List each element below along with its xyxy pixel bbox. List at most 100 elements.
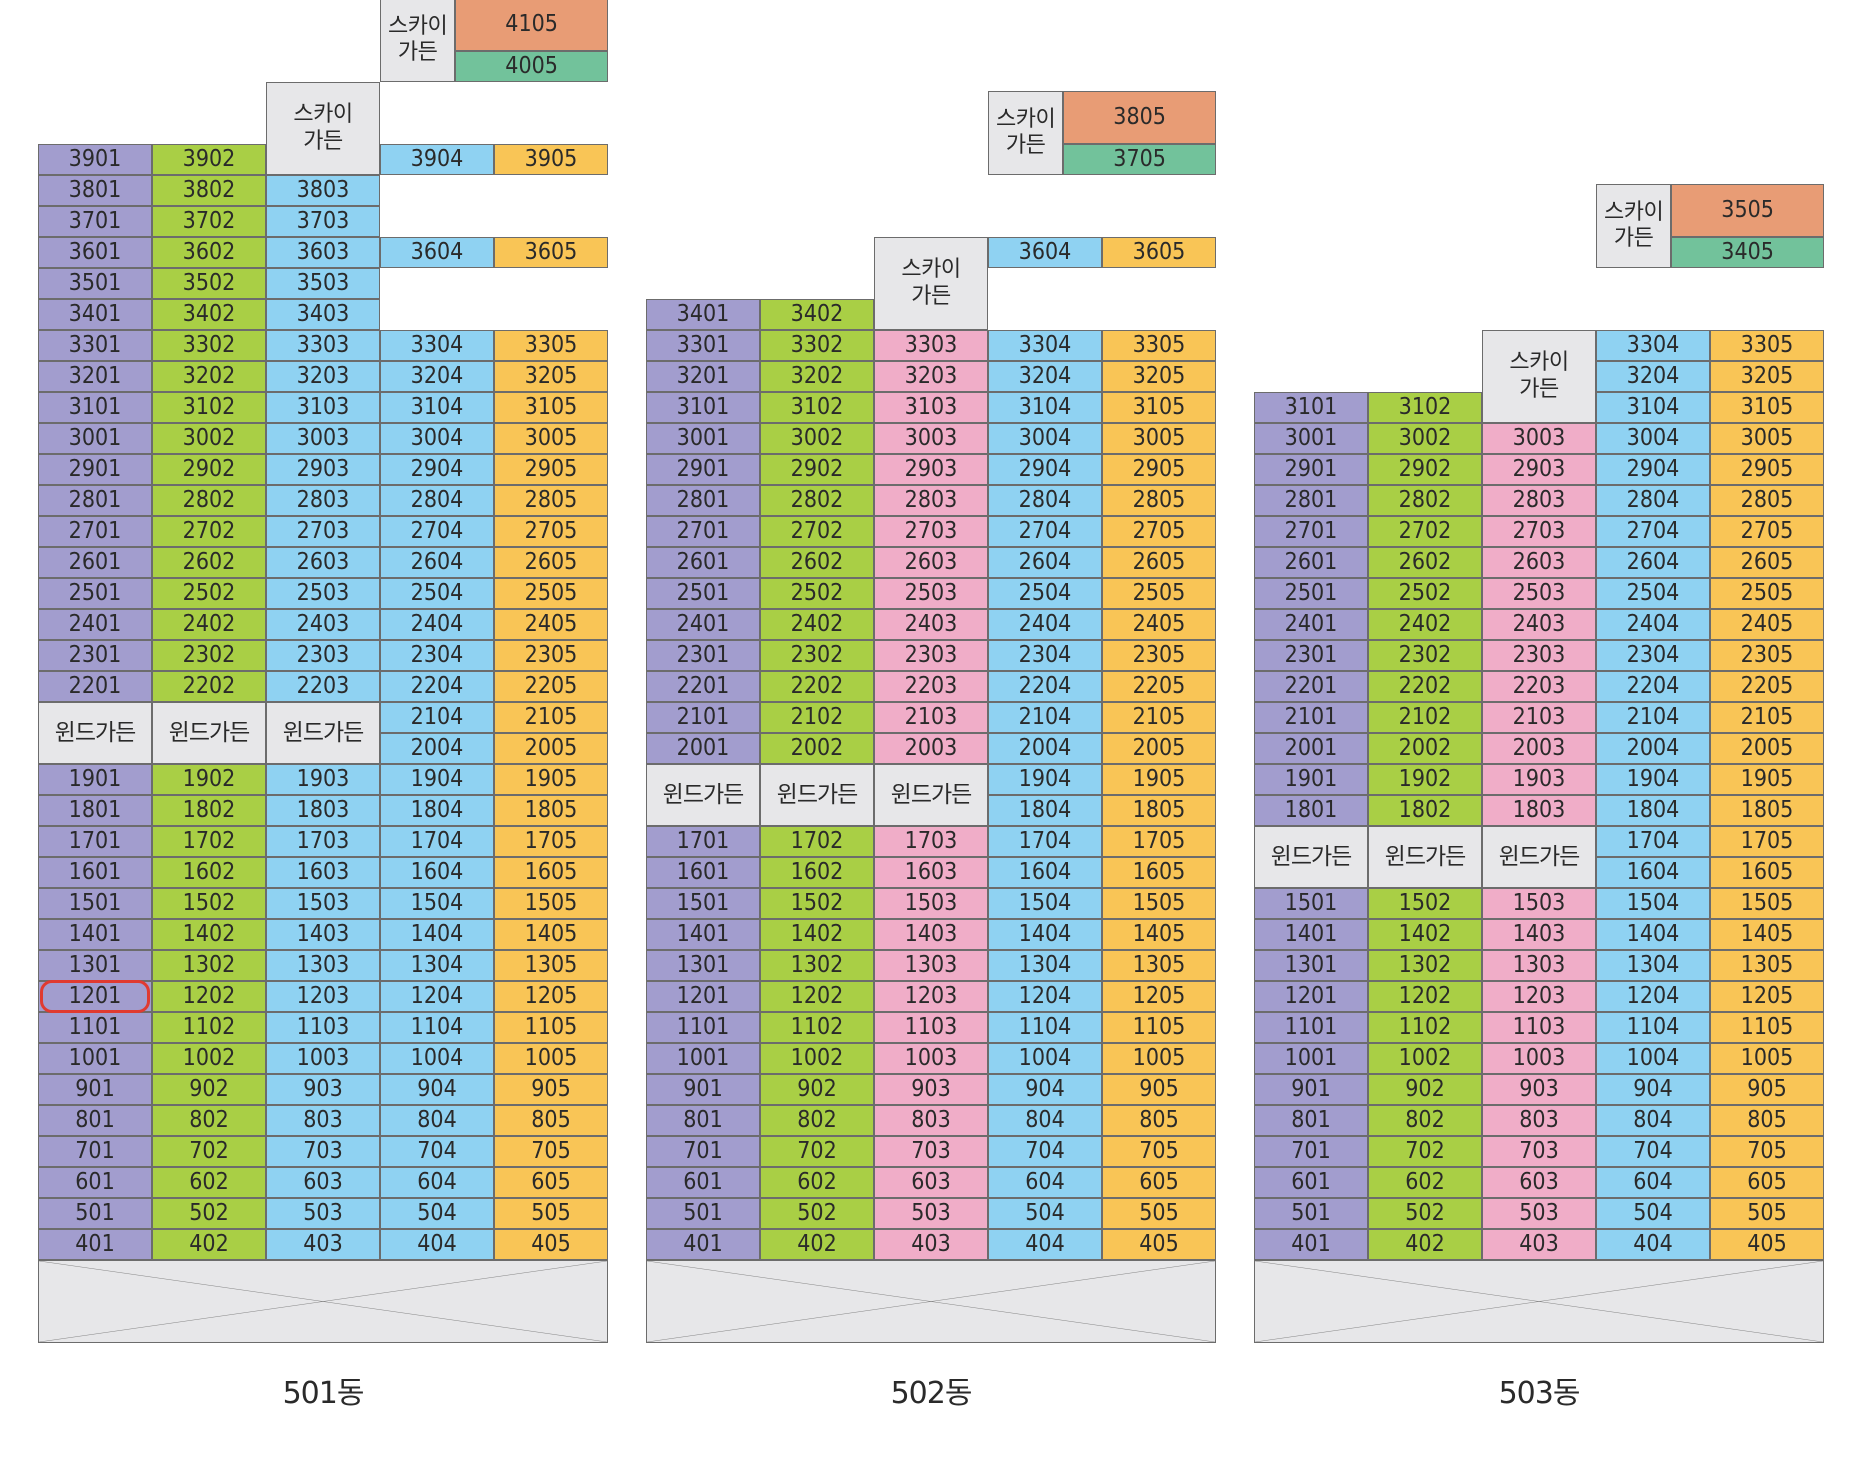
unit-cell-3105: 3105	[1710, 392, 1824, 423]
unit-cell-1203: 1203	[1482, 981, 1596, 1012]
unit-cell-2501: 2501	[1254, 578, 1368, 609]
unit-cell-2201: 2201	[646, 671, 760, 702]
unit-cell-1601: 1601	[646, 857, 760, 888]
unit-cell-2904: 2904	[380, 454, 494, 485]
unit-cell-601: 601	[646, 1167, 760, 1198]
unit-cell-2402: 2402	[760, 609, 874, 640]
unit-cell-3904: 3904	[380, 144, 494, 175]
unit-cell-3302: 3302	[760, 330, 874, 361]
unit-cell-1605: 1605	[1102, 857, 1216, 888]
unit-cell-2405: 2405	[1102, 609, 1216, 640]
unit-cell-1905: 1905	[1102, 764, 1216, 795]
unit-cell-3301: 3301	[38, 330, 152, 361]
unit-cell-705: 705	[494, 1136, 608, 1167]
unit-cell-2403: 2403	[1482, 609, 1596, 640]
unit-cell-901: 901	[38, 1074, 152, 1105]
unit-cell-601: 601	[38, 1167, 152, 1198]
unit-cell-901: 901	[646, 1074, 760, 1105]
unit-cell-1002: 1002	[760, 1043, 874, 1074]
unit-cell-1605: 1605	[494, 857, 608, 888]
unit-cell-3101: 3101	[646, 392, 760, 423]
unit-cell-2401: 2401	[646, 609, 760, 640]
unit-cell-502: 502	[1368, 1198, 1482, 1229]
unit-cell-1701: 1701	[38, 826, 152, 857]
unit-cell-801: 801	[1254, 1105, 1368, 1136]
unit-cell-401: 401	[38, 1229, 152, 1260]
unit-cell-2702: 2702	[760, 516, 874, 547]
unit-cell-1403: 1403	[266, 919, 380, 950]
wind-garden-cell: 윈드가든	[266, 702, 380, 764]
unit-cell-502: 502	[760, 1198, 874, 1229]
unit-cell-2502: 2502	[152, 578, 266, 609]
unit-cell-1404: 1404	[1596, 919, 1710, 950]
unit-cell-605: 605	[494, 1167, 608, 1198]
unit-cell-3803: 3803	[266, 175, 380, 206]
unit-cell-902: 902	[760, 1074, 874, 1105]
unit-cell-2601: 2601	[646, 547, 760, 578]
unit-cell-3102: 3102	[1368, 392, 1482, 423]
unit-cell-505: 505	[494, 1198, 608, 1229]
unit-cell-1805: 1805	[494, 795, 608, 826]
unit-cell-3502: 3502	[152, 268, 266, 299]
unit-cell-1505: 1505	[1102, 888, 1216, 919]
unit-cell-1805: 1805	[1102, 795, 1216, 826]
unit-cell-405: 405	[1102, 1229, 1216, 1260]
unit-cell-503: 503	[266, 1198, 380, 1229]
unit-cell-2005: 2005	[494, 733, 608, 764]
unit-cell-1905: 1905	[494, 764, 608, 795]
unit-cell-603: 603	[1482, 1167, 1596, 1198]
unit-cell-2703: 2703	[266, 516, 380, 547]
unit-cell-1103: 1103	[1482, 1012, 1596, 1043]
unit-cell-3702: 3702	[152, 206, 266, 237]
unit-cell-2102: 2102	[1368, 702, 1482, 733]
unit-cell-1301: 1301	[38, 950, 152, 981]
wind-garden-cell: 윈드가든	[1368, 826, 1482, 888]
unit-cell-2703: 2703	[874, 516, 988, 547]
unit-cell-905: 905	[1710, 1074, 1824, 1105]
unit-cell-1604: 1604	[988, 857, 1102, 888]
unit-cell-3005: 3005	[494, 423, 608, 454]
unit-cell-804: 804	[1596, 1105, 1710, 1136]
unit-cell-1503: 1503	[266, 888, 380, 919]
unit-cell-1102: 1102	[1368, 1012, 1482, 1043]
unit-cell-3703: 3703	[266, 206, 380, 237]
unit-cell-1205: 1205	[494, 981, 608, 1012]
sky-garden-cell: 스카이 가든	[1596, 184, 1672, 268]
unit-cell-702: 702	[152, 1136, 266, 1167]
unit-cell-2902: 2902	[152, 454, 266, 485]
unit-cell-1502: 1502	[1368, 888, 1482, 919]
unit-cell-3001: 3001	[38, 423, 152, 454]
unit-cell-402: 402	[1368, 1229, 1482, 1260]
unit-cell-2205: 2205	[494, 671, 608, 702]
unit-cell-2004: 2004	[380, 733, 494, 764]
unit-cell-1304: 1304	[1596, 950, 1710, 981]
unit-cell-1903: 1903	[266, 764, 380, 795]
unit-cell-1205: 1205	[1102, 981, 1216, 1012]
unit-cell-2105: 2105	[1102, 702, 1216, 733]
unit-cell-1605: 1605	[1710, 857, 1824, 888]
unit-cell-2203: 2203	[1482, 671, 1596, 702]
unit-cell-1502: 1502	[760, 888, 874, 919]
unit-cell-2802: 2802	[760, 485, 874, 516]
unit-cell-2003: 2003	[874, 733, 988, 764]
unit-cell-1704: 1704	[988, 826, 1102, 857]
unit-cell-2902: 2902	[1368, 454, 1482, 485]
unit-cell-1405: 1405	[1102, 919, 1216, 950]
wind-garden-cell: 윈드가든	[1482, 826, 1596, 888]
unit-cell-805: 805	[1710, 1105, 1824, 1136]
unit-cell-1002: 1002	[152, 1043, 266, 1074]
unit-cell-1504: 1504	[380, 888, 494, 919]
unit-cell-1701: 1701	[646, 826, 760, 857]
unit-cell-2401: 2401	[1254, 609, 1368, 640]
unit-cell-2105: 2105	[494, 702, 608, 733]
unit-cell-2404: 2404	[988, 609, 1102, 640]
unit-cell-2303: 2303	[874, 640, 988, 671]
unit-cell-1402: 1402	[1368, 919, 1482, 950]
unit-cell-3203: 3203	[874, 361, 988, 392]
unit-cell-2704: 2704	[988, 516, 1102, 547]
unit-cell-602: 602	[1368, 1167, 1482, 1198]
unit-cell-1503: 1503	[874, 888, 988, 919]
unit-cell-2302: 2302	[760, 640, 874, 671]
unit-cell-1203: 1203	[874, 981, 988, 1012]
unit-cell-2603: 2603	[874, 547, 988, 578]
